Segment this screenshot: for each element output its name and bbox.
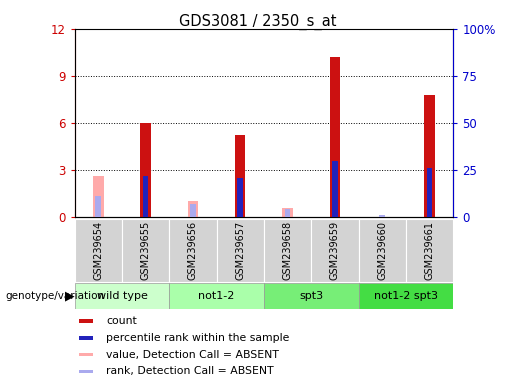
Text: not1-2: not1-2 xyxy=(198,291,235,301)
Text: genotype/variation: genotype/variation xyxy=(5,291,104,301)
Bar xyxy=(79,336,93,340)
FancyBboxPatch shape xyxy=(75,219,122,282)
Bar xyxy=(143,176,148,217)
Text: GSM239656: GSM239656 xyxy=(188,221,198,280)
Text: ▶: ▶ xyxy=(65,290,74,303)
Text: spt3: spt3 xyxy=(299,291,323,301)
FancyBboxPatch shape xyxy=(122,219,169,282)
Bar xyxy=(330,57,340,217)
Text: GSM239658: GSM239658 xyxy=(283,221,293,280)
FancyBboxPatch shape xyxy=(358,219,406,282)
Bar xyxy=(95,196,101,217)
Bar xyxy=(285,209,290,217)
Text: GDS3081 / 2350_s_at: GDS3081 / 2350_s_at xyxy=(179,13,336,30)
Bar xyxy=(79,353,93,356)
Bar xyxy=(332,161,338,217)
FancyBboxPatch shape xyxy=(358,283,453,309)
Bar xyxy=(79,369,93,373)
Bar xyxy=(188,201,198,217)
Text: count: count xyxy=(106,316,137,326)
Text: value, Detection Call = ABSENT: value, Detection Call = ABSENT xyxy=(106,349,279,360)
Bar xyxy=(93,176,104,217)
FancyBboxPatch shape xyxy=(169,219,217,282)
Text: GSM239659: GSM239659 xyxy=(330,221,340,280)
Bar xyxy=(235,136,246,217)
Bar xyxy=(141,123,151,217)
Bar xyxy=(282,209,293,217)
Text: GSM239657: GSM239657 xyxy=(235,221,245,280)
Text: rank, Detection Call = ABSENT: rank, Detection Call = ABSENT xyxy=(106,366,274,376)
FancyBboxPatch shape xyxy=(264,283,358,309)
Text: GSM239661: GSM239661 xyxy=(424,221,435,280)
Bar xyxy=(79,319,93,323)
Text: percentile rank within the sample: percentile rank within the sample xyxy=(106,333,290,343)
Bar xyxy=(424,95,435,217)
FancyBboxPatch shape xyxy=(311,219,358,282)
Text: not1-2 spt3: not1-2 spt3 xyxy=(374,291,438,301)
FancyBboxPatch shape xyxy=(75,283,169,309)
Bar xyxy=(237,178,243,217)
Text: GSM239660: GSM239660 xyxy=(377,221,387,280)
FancyBboxPatch shape xyxy=(406,219,453,282)
Text: GSM239654: GSM239654 xyxy=(93,221,104,280)
Text: wild type: wild type xyxy=(96,291,147,301)
Text: GSM239655: GSM239655 xyxy=(141,221,151,280)
Bar xyxy=(190,204,196,217)
Bar xyxy=(380,215,385,217)
FancyBboxPatch shape xyxy=(264,219,311,282)
FancyBboxPatch shape xyxy=(217,219,264,282)
Bar xyxy=(427,168,433,217)
FancyBboxPatch shape xyxy=(169,283,264,309)
